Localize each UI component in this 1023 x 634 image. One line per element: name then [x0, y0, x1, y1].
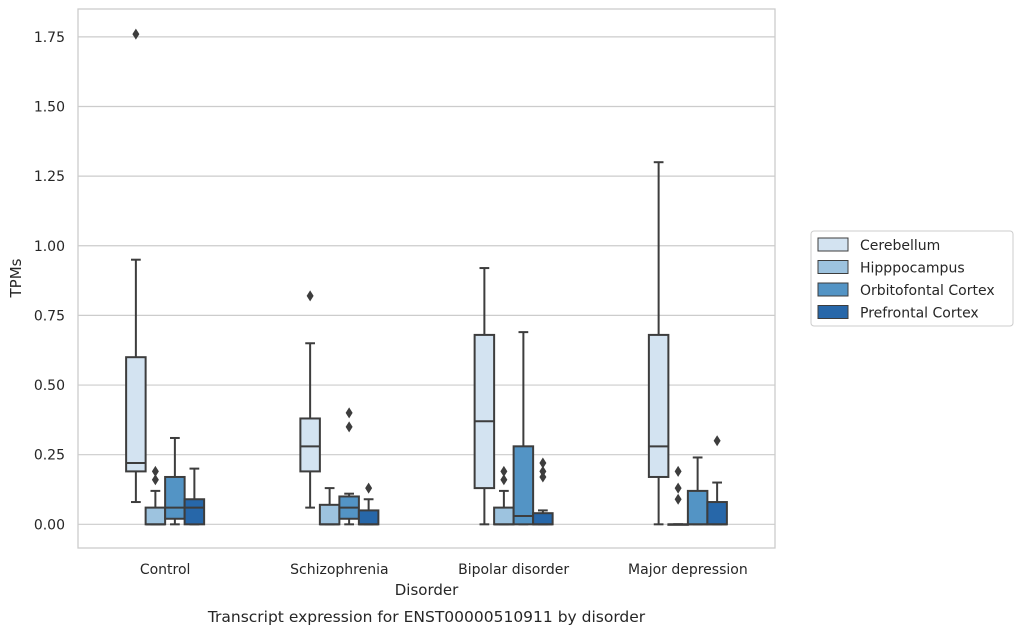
box-orbitofontal-cortex	[164, 436, 186, 526]
box-prefrontal-cortex	[357, 482, 380, 526]
outlier-point	[674, 482, 682, 494]
box-iqr	[706, 501, 728, 526]
y-tick-label: 1.00	[34, 239, 65, 255]
x-tick-label: Major depression	[628, 562, 748, 578]
box-hipppocampus	[318, 487, 341, 526]
legend-swatch	[817, 237, 849, 252]
box-cerebellum	[647, 161, 670, 526]
box-iqr	[318, 503, 341, 526]
y-tick-label: 1.50	[34, 99, 65, 115]
outlier-point	[345, 407, 353, 419]
legend-label: Prefrontal Cortex	[860, 306, 979, 322]
box-hipppocampus	[667, 465, 689, 526]
box-prefrontal-cortex	[183, 467, 206, 526]
box-series	[125, 28, 728, 526]
x-axis-ticks: Control Schizophrenia Bipolar disorder Majo…	[140, 562, 748, 578]
x-axis-label: Disorder	[395, 581, 459, 599]
outlier-point	[500, 474, 508, 486]
y-axis-ticks: 0.00 0.25 0.50 0.75 1.00 1.25 1.50 1.75	[34, 30, 65, 533]
legend-label: Hipppocampus	[860, 261, 965, 277]
box-iqr	[473, 333, 496, 490]
legend-swatch	[817, 260, 849, 274]
legend: Cerebellum Hipppocampus Orbitofontal Corte…	[810, 230, 1014, 327]
x-tick-label: Schizophrenia	[290, 562, 388, 578]
outlier-point	[345, 421, 353, 433]
outlier-point	[539, 465, 547, 477]
x-tick-label: Bipolar disorder	[458, 562, 569, 578]
chart-caption: Transcript expression for ENST0000051091…	[207, 608, 646, 626]
box-cerebellum	[473, 267, 496, 526]
outlier-point	[539, 457, 547, 469]
box-iqr	[299, 417, 321, 473]
box-cerebellum	[299, 290, 321, 509]
box-iqr	[532, 512, 554, 526]
box-iqr	[493, 506, 515, 526]
outlier-point	[500, 465, 508, 477]
x-tick-label: Control	[140, 562, 191, 578]
y-axis-label: TPMs	[7, 258, 25, 298]
y-tick-label: 0.25	[34, 448, 65, 464]
box-iqr	[512, 445, 535, 526]
outlier-point	[539, 471, 547, 483]
y-tick-label: 0.00	[34, 517, 65, 533]
outlier-point	[674, 493, 682, 505]
outlier-point	[674, 465, 682, 477]
box-iqr	[183, 498, 206, 526]
box-prefrontal-cortex	[706, 435, 728, 526]
outlier-point	[132, 28, 140, 40]
outlier-point	[306, 290, 314, 302]
outlier-point	[713, 435, 721, 447]
box-iqr	[357, 509, 380, 526]
legend-label: Orbitofontal Cortex	[860, 283, 995, 299]
box-iqr	[686, 489, 709, 526]
box-iqr	[647, 333, 670, 478]
box-prefrontal-cortex	[532, 457, 554, 526]
box-hipppocampus	[493, 465, 515, 526]
box-iqr	[144, 506, 167, 526]
plot-frame	[77, 8, 776, 549]
legend-label: Cerebellum	[860, 238, 940, 254]
y-tick-label: 1.25	[34, 169, 65, 185]
y-tick-label: 0.50	[34, 378, 65, 394]
outlier-point	[151, 474, 159, 486]
box-iqr	[125, 356, 147, 473]
box-iqr	[164, 475, 186, 520]
outlier-point	[151, 465, 159, 477]
legend-swatch	[817, 282, 849, 297]
legend-swatch	[817, 305, 849, 319]
legend-frame	[810, 230, 1014, 327]
box-orbitofontal-cortex	[512, 331, 535, 526]
y-tick-label: 0.75	[34, 308, 65, 324]
y-tick-label: 1.75	[34, 30, 65, 46]
box-cerebellum	[125, 28, 147, 504]
outlier-point	[365, 482, 373, 494]
box-orbitofontal-cortex	[338, 407, 360, 526]
